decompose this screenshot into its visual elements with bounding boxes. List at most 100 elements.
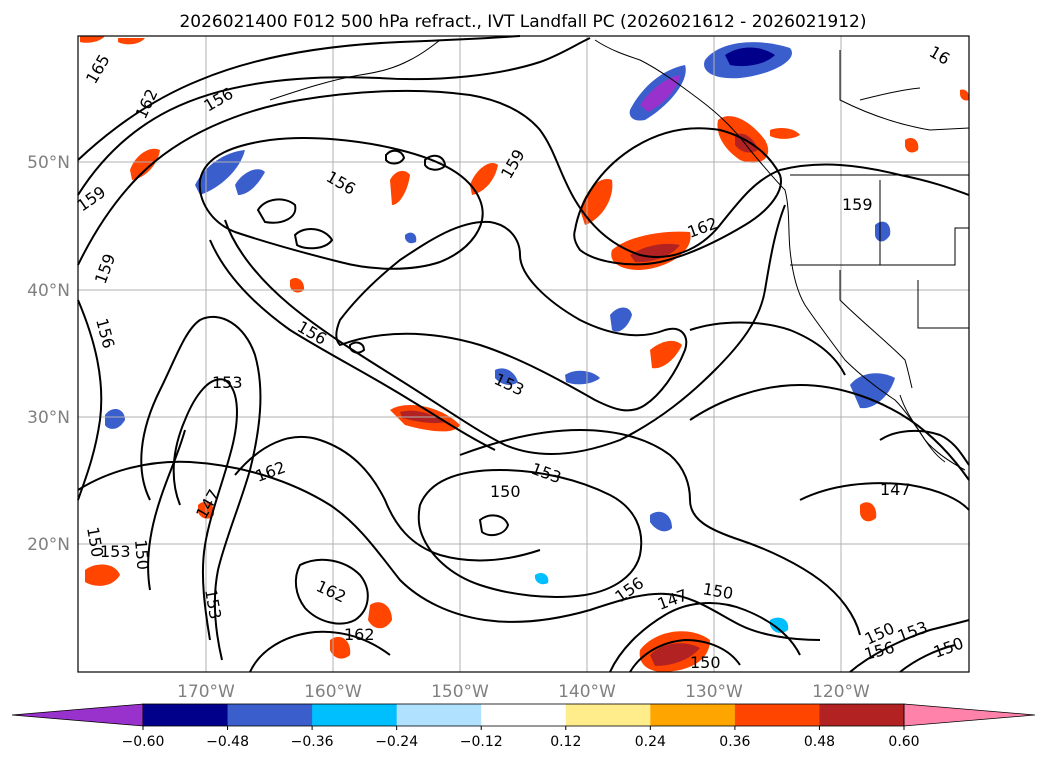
contour-label: 153 (212, 373, 243, 392)
contour-line (77, 299, 103, 501)
anomaly-patch (960, 89, 970, 101)
colorbar-segment (481, 704, 567, 726)
contour-line (147, 429, 186, 591)
colorbar-segment (312, 704, 398, 726)
contour-line (629, 638, 741, 673)
coastline (269, 39, 441, 101)
anomaly-patch (770, 617, 789, 633)
anomaly-patch (405, 232, 417, 244)
colorbar-extend-high (903, 703, 1036, 727)
contour-layer (77, 35, 970, 673)
colorbar-tick-label: −0.60 (122, 734, 165, 750)
contour-line (77, 89, 970, 266)
anomaly-patch (118, 38, 145, 45)
contour-line (689, 383, 970, 481)
contour-line (459, 428, 861, 636)
anomaly-patch (850, 373, 895, 409)
anomaly-patch (130, 148, 160, 180)
anomaly-patch (610, 307, 632, 332)
anomaly-patch (650, 511, 672, 532)
colorbar-tick-label: 0.36 (719, 734, 750, 750)
contour-label: 159 (842, 195, 873, 214)
contour-line (234, 435, 541, 562)
contour-line (335, 220, 688, 412)
anomaly-patch (565, 370, 600, 385)
anomaly-patch (905, 138, 919, 153)
lon-label: 130°W (685, 682, 743, 702)
contour-line (349, 341, 366, 354)
lat-axis-labels: 50°N 40°N 30°N 20°N (27, 153, 70, 555)
border (839, 270, 913, 389)
lon-label: 160°W (304, 682, 362, 702)
contour-line (198, 137, 484, 270)
contour-line (224, 204, 786, 456)
anomaly-patch (390, 170, 410, 205)
lon-label: 140°W (558, 682, 616, 702)
colorbar-segment (734, 704, 820, 726)
lat-label: 20°N (27, 535, 70, 555)
contour-line (77, 35, 521, 161)
colorbar-tick-label: 0.24 (635, 734, 666, 750)
contour-label-layer: 165 162 156 159 156 159 159 156 153 156 … (73, 42, 966, 672)
colorbar-segment (143, 704, 229, 726)
border (839, 50, 970, 131)
contour-label: 162 (344, 625, 375, 644)
anomaly-patch (770, 127, 800, 139)
contour-line (172, 378, 238, 641)
colorbar-tick-label: −0.24 (375, 734, 418, 750)
anomaly-patch (630, 243, 680, 263)
map-panel: 165 162 156 159 156 159 159 156 153 156 … (73, 35, 970, 673)
anomaly-patch (650, 643, 700, 666)
anomaly-patch (470, 162, 498, 195)
anomaly-patch (290, 278, 305, 293)
colorbar-frame (142, 703, 905, 727)
contour-label: 153 (100, 542, 131, 561)
lon-label: 170°W (177, 682, 235, 702)
border (859, 87, 921, 101)
anomaly-patch (235, 169, 265, 195)
contour-line (417, 468, 643, 598)
contour-line (256, 198, 297, 224)
anomaly-patch (860, 502, 877, 522)
lat-label: 40°N (27, 281, 70, 301)
contour-label: 147 (880, 480, 911, 499)
contour-line (478, 514, 510, 537)
contour-line (899, 644, 956, 673)
coastline-layer (269, 39, 970, 471)
colorbar-tick-label: 0.48 (804, 734, 835, 750)
contour-line (424, 154, 447, 171)
anomaly-patch (330, 636, 351, 659)
contour-label: 150 (131, 539, 153, 571)
colorbar-extend-low (11, 703, 144, 727)
contour-line (77, 460, 821, 641)
anomaly-fill-layer (80, 36, 970, 672)
anomaly-patch (580, 179, 613, 225)
colorbar-segment (650, 704, 736, 726)
contour-line (879, 429, 970, 466)
anomaly-patch (725, 47, 775, 67)
colorbar-segment (819, 704, 905, 726)
lon-label: 120°W (812, 682, 870, 702)
contour-line (849, 619, 970, 673)
contour-line (385, 149, 406, 165)
contour-label: 150 (690, 653, 721, 672)
anomaly-patch (105, 408, 125, 429)
contour-line (77, 37, 591, 196)
lat-label: 50°N (27, 153, 70, 173)
contour-label: 150 (490, 482, 521, 501)
colorbar-tick-label: 0.12 (550, 734, 581, 750)
contour-line (293, 228, 334, 250)
colorbar-tick-label: −0.48 (206, 734, 249, 750)
colorbar-segment (565, 704, 651, 726)
anomaly-patch (495, 368, 518, 385)
contour-line (689, 321, 846, 376)
figure-title: 2026021400 F012 500 hPa refract., IVT La… (179, 12, 866, 32)
anomaly-patch (368, 602, 392, 629)
anomaly-patch (80, 36, 105, 43)
colorbar-tick-label: −0.12 (460, 734, 503, 750)
colorbar: −0.60 −0.48 −0.36 −0.24 −0.12 0.12 0.24 0.36 0.4… (11, 703, 1036, 750)
anomaly-patch (535, 572, 549, 585)
contour-line (799, 482, 970, 511)
contour-line (609, 602, 801, 673)
